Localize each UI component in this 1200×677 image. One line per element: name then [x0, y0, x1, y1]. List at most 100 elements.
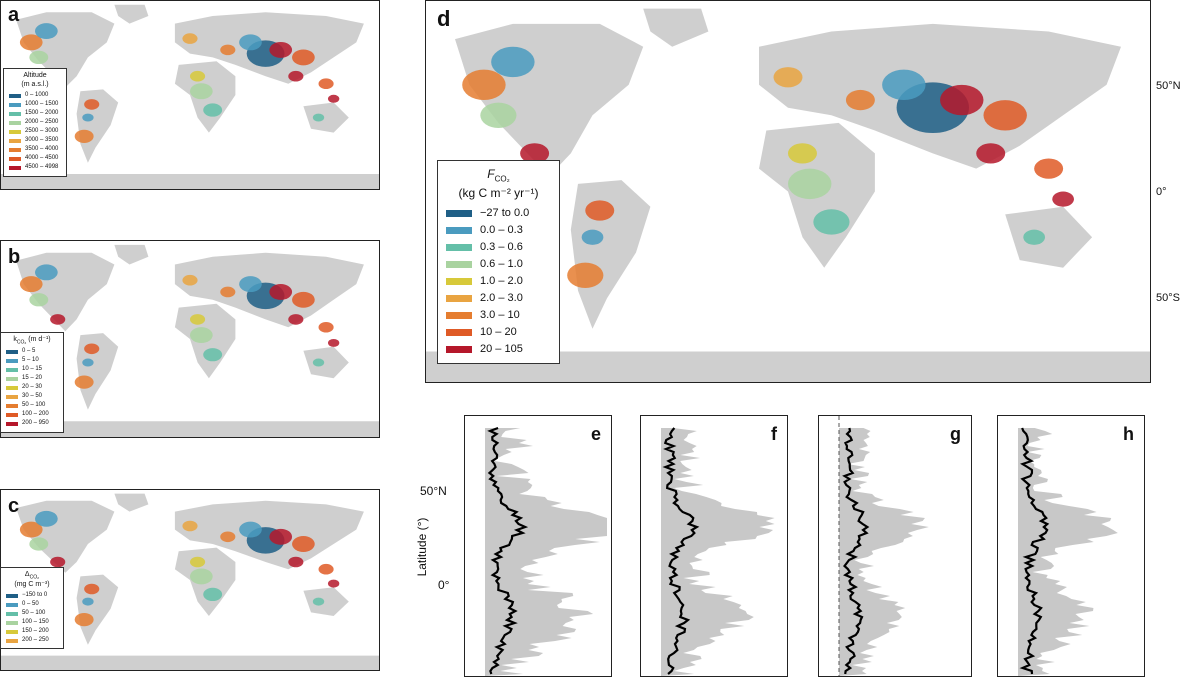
legend-c-item: 200 – 250 [6, 636, 58, 645]
profile-f-plot [661, 427, 775, 676]
legend-label: 150 – 200 [22, 628, 49, 635]
legend-d-item: 3.0 – 10 [446, 307, 551, 324]
map-value-patch [239, 276, 262, 293]
land-shape [455, 23, 644, 177]
legend-label: 30 – 50 [22, 393, 43, 400]
map-value-patch [567, 262, 604, 288]
map-value-patch [220, 531, 236, 543]
profile-letter-e: e [590, 424, 601, 444]
legend-swatch [6, 602, 18, 607]
legend-swatch [6, 638, 18, 643]
map-value-patch [462, 69, 506, 101]
legend-d-title: F [487, 167, 495, 181]
legend-label: 0 – 5 [22, 348, 36, 355]
legend-b-item: 50 – 100 [6, 402, 58, 411]
map-value-patch [29, 50, 49, 65]
legend-d-item: 0.6 – 1.0 [446, 256, 551, 273]
legend-a-units: (m a.s.l.) [21, 80, 49, 88]
legend-d-item: 1.0 – 2.0 [446, 273, 551, 290]
legend-d-item: 0.0 – 0.3 [446, 222, 551, 239]
legend-b-item: 30 – 50 [6, 393, 58, 402]
legend-c-item: 100 – 150 [6, 618, 58, 627]
map-value-patch [182, 520, 198, 532]
legend-b-item: 0 – 5 [6, 348, 58, 357]
legend-swatch [6, 350, 18, 355]
legend-swatch [9, 157, 21, 161]
profile-g-plot [838, 416, 929, 676]
land-shape [426, 351, 1150, 382]
legend-label: 3000 – 3500 [25, 137, 59, 144]
legend-label: 2000 – 2500 [25, 119, 59, 126]
legend-b-title: k [13, 336, 17, 343]
legend-a-item: 1000 – 1500 [9, 101, 61, 110]
legend-label: −27 to 0.0 [480, 207, 530, 219]
legend-a-item: 2500 – 3000 [9, 128, 61, 137]
legend-c-item: −150 to 0 [6, 591, 58, 600]
map-b [1, 244, 379, 437]
legend-b-title-sub: CO₂ [16, 339, 27, 346]
legend-swatch [6, 422, 18, 427]
legend-c-item: 50 – 100 [6, 609, 58, 618]
map-value-patch [1023, 229, 1046, 245]
map-value-patch [82, 597, 94, 606]
legend-swatch [446, 278, 472, 286]
map-value-patch [220, 44, 236, 56]
map-value-patch [788, 143, 817, 164]
land-shape [303, 102, 349, 133]
map-value-patch [269, 284, 293, 300]
legend-swatch [446, 261, 472, 269]
map-value-patch [269, 528, 293, 545]
legend-b-item: 5 – 10 [6, 357, 58, 366]
map-value-patch [327, 94, 340, 103]
legend-b-item: 100 – 200 [6, 411, 58, 420]
legend-swatch [6, 386, 18, 391]
map-value-patch [50, 556, 66, 568]
land-shape [1, 174, 379, 189]
legend-label: 1.0 – 2.0 [480, 275, 523, 287]
land-shape [643, 8, 709, 47]
map-value-patch [182, 274, 198, 286]
map-value-patch [182, 33, 198, 44]
map-a [1, 4, 379, 189]
profile-range-area [1018, 428, 1118, 676]
legend-swatch [9, 121, 21, 125]
legend-b: kCO₂ (m d⁻¹) 0 – 5 5 – 10 10 – 15 15 – 20 20… [0, 332, 64, 433]
legend-label: 3500 – 4000 [25, 146, 59, 153]
legend-label: 100 – 200 [22, 411, 49, 418]
profile-g: g [818, 415, 972, 677]
legend-swatch [446, 346, 472, 354]
land-shape [76, 574, 119, 645]
legend-label: 200 – 250 [22, 637, 49, 644]
map-value-patch [203, 587, 223, 602]
map-value-patch [203, 103, 223, 117]
profile-range-area [661, 428, 775, 676]
panel-a: a Altitude (m a.s.l.) 0 – 1000 1000 – 1500… [0, 0, 380, 190]
panel-letter-d: d [437, 6, 451, 31]
legend-label: 50 – 100 [22, 402, 46, 409]
legend-label: 100 – 150 [22, 619, 49, 626]
legend-label: 1000 – 1500 [25, 101, 59, 108]
map-value-patch [312, 358, 325, 367]
map-value-patch [288, 556, 304, 568]
profile-letter-f: f [771, 424, 777, 444]
panel-d: d 50°N 0° 50°S FCO₂ (kg C m⁻² yr⁻¹) −27 t… [425, 0, 1200, 385]
profile-e-plot [485, 426, 607, 676]
legend-label: 4500 – 4998 [25, 164, 59, 171]
map-value-patch [813, 209, 850, 235]
map-value-patch [491, 46, 535, 78]
profiles-ylabel: Latitude (°) [415, 517, 429, 577]
land-shape [303, 587, 349, 616]
legend-label: 1500 – 2000 [25, 110, 59, 117]
legend-swatch [9, 130, 21, 134]
profile-ytick-50n: 50°N [420, 484, 447, 498]
profile-median-line [487, 426, 529, 675]
legend-c-item: 150 – 200 [6, 627, 58, 636]
panel-c: c ΔCO₂ (mg C m⁻³) −150 to 0 0 – 50 50 – 100… [0, 489, 380, 671]
land-shape [76, 333, 119, 410]
land-shape [114, 244, 149, 265]
legend-label: 2500 – 3000 [25, 128, 59, 135]
legend-b-item: 200 – 950 [6, 420, 58, 429]
legend-swatch [6, 368, 18, 373]
legend-a-title: Altitude [23, 72, 47, 79]
map-value-patch [84, 583, 100, 595]
